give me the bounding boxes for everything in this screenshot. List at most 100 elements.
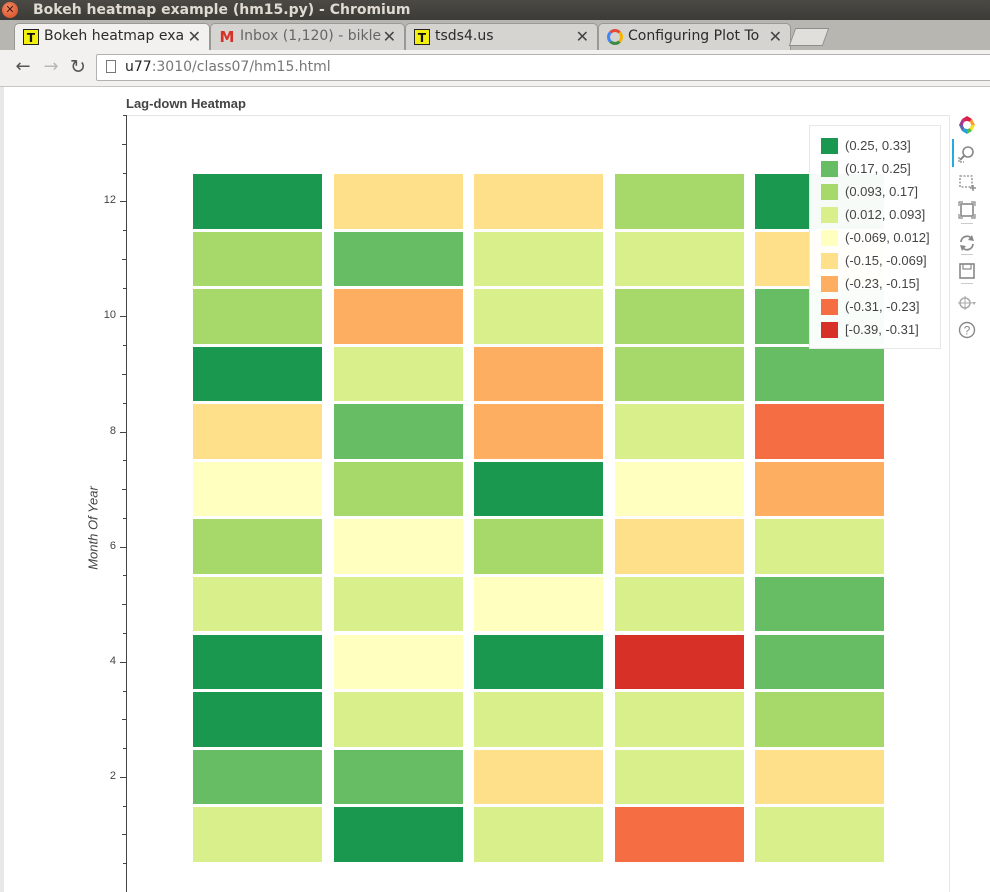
y-tick xyxy=(120,201,126,202)
y-tick xyxy=(122,144,126,145)
tab-label: Inbox (1,120) - bikle xyxy=(240,28,382,44)
tab-bokeh-heatmap[interactable]: T Bokeh heatmap exa ✕ xyxy=(14,23,210,51)
heatmap-cell xyxy=(755,346,884,402)
legend-swatch xyxy=(821,276,838,292)
legend-label: (-0.15, -0.069] xyxy=(845,253,927,268)
tab-close-icon[interactable]: ✕ xyxy=(382,27,396,46)
heatmap-cell xyxy=(193,807,322,862)
heatmap-cell xyxy=(193,346,322,402)
url-text[interactable]: u77:3010/class07/hm15.html xyxy=(125,59,331,75)
legend-label: (0.012, 0.093] xyxy=(845,207,926,222)
bokeh-docs-icon xyxy=(607,29,623,45)
legend-swatch xyxy=(821,230,838,246)
heatmap-cell xyxy=(615,634,744,690)
tab-close-icon[interactable]: ✕ xyxy=(768,27,782,46)
svg-text:?: ? xyxy=(964,324,971,338)
y-minor-tick xyxy=(123,518,126,519)
reload-icon[interactable]: ↻ xyxy=(70,56,86,78)
heatmap-cell xyxy=(474,749,603,805)
tsds-favicon-icon: T xyxy=(414,29,430,45)
legend-swatch xyxy=(821,207,838,223)
heatmap-cell xyxy=(474,289,603,344)
forward-arrow-icon[interactable]: → xyxy=(43,56,59,77)
y-axis-line xyxy=(126,115,127,892)
plot-title: Lag-down Heatmap xyxy=(126,96,246,111)
heatmap-cell xyxy=(615,174,744,229)
heatmap-cell xyxy=(474,461,603,517)
address-bar[interactable]: u77:3010/class07/hm15.html xyxy=(96,54,990,81)
legend-label: [-0.39, -0.31] xyxy=(845,322,919,337)
y-tick xyxy=(122,259,126,260)
heatmap-cell xyxy=(474,404,603,459)
heatmap-cell xyxy=(755,807,884,862)
tab-close-icon[interactable]: ✕ xyxy=(187,27,201,46)
tab-tsds4[interactable]: T tsds4.us ✕ xyxy=(405,23,598,50)
y-minor-tick xyxy=(123,403,126,404)
wheel-zoom-icon[interactable] xyxy=(957,144,977,164)
back-arrow-icon[interactable]: ← xyxy=(15,56,31,77)
save-icon[interactable] xyxy=(957,261,977,281)
heatmap-cell xyxy=(755,404,884,459)
heatmap-cell xyxy=(474,519,603,574)
heatmap-cell xyxy=(615,749,744,805)
y-minor-tick xyxy=(123,691,126,692)
tab-inbox[interactable]: M Inbox (1,120) - bikle ✕ xyxy=(210,23,405,50)
legend-swatch xyxy=(821,138,838,154)
y-tick xyxy=(120,547,126,548)
y-minor-tick xyxy=(123,806,126,807)
help-icon[interactable]: ? xyxy=(957,320,977,340)
heatmap-cell xyxy=(755,519,884,574)
y-tick xyxy=(120,662,126,663)
y-tick-label: 6 xyxy=(109,540,116,552)
heatmap-cell xyxy=(193,289,322,344)
y-tick xyxy=(122,489,126,490)
heatmap-cell xyxy=(334,231,463,287)
legend-label: (-0.23, -0.15] xyxy=(845,276,920,291)
heatmap-cell xyxy=(334,807,463,862)
box-select-icon[interactable] xyxy=(957,172,977,192)
heatmap-cell xyxy=(615,289,744,344)
bokeh-logo-icon[interactable] xyxy=(957,115,977,135)
heatmap-cell xyxy=(334,576,463,632)
heatmap-cell xyxy=(755,634,884,690)
tab-close-icon[interactable]: ✕ xyxy=(575,27,589,46)
y-tick-label: 2 xyxy=(109,770,116,782)
new-tab-button[interactable] xyxy=(788,28,830,46)
legend: (0.25, 0.33] (0.17, 0.25] (0.093, 0.17] (0.… xyxy=(809,125,941,349)
y-minor-tick xyxy=(123,345,126,346)
heatmap-cell xyxy=(755,692,884,747)
tab-strip: T Bokeh heatmap exa ✕ M Inbox (1,120) - … xyxy=(0,20,990,51)
heatmap-cell xyxy=(615,692,744,747)
y-tick xyxy=(120,432,126,433)
tsds-favicon-icon: T xyxy=(23,29,39,45)
y-minor-tick xyxy=(123,633,126,634)
hover-icon[interactable] xyxy=(957,293,977,313)
browser-toolbar: ← → ↻ u77:3010/class07/hm15.html xyxy=(0,50,990,87)
y-minor-tick xyxy=(123,748,126,749)
y-minor-tick xyxy=(123,288,126,289)
legend-label: (-0.31, -0.23] xyxy=(845,299,920,314)
heatmap-cell xyxy=(334,461,463,517)
reset-icon[interactable] xyxy=(957,233,977,253)
heatmap-cell xyxy=(193,749,322,805)
heatmap-cell xyxy=(474,807,603,862)
plot-frame xyxy=(127,115,950,892)
tab-label: Bokeh heatmap exa xyxy=(44,28,185,44)
tab-label: Configuring Plot To xyxy=(628,28,760,44)
heatmap-cell xyxy=(474,346,603,402)
y-minor-tick xyxy=(123,115,126,116)
legend-label: (-0.069, 0.012] xyxy=(845,230,930,245)
heatmap-cell xyxy=(615,461,744,517)
heatmap-cell xyxy=(334,749,463,805)
tab-configuring-plot-tools[interactable]: Configuring Plot To ✕ xyxy=(598,23,791,50)
heatmap-cell xyxy=(193,519,322,574)
y-minor-tick xyxy=(123,173,126,174)
window-close-icon[interactable]: ✕ xyxy=(2,2,18,18)
gmail-icon: M xyxy=(219,28,235,46)
y-tick xyxy=(122,719,126,720)
y-tick-label: 4 xyxy=(109,655,116,667)
page-left-edge xyxy=(0,87,4,892)
box-zoom-icon[interactable] xyxy=(957,200,977,220)
url-host: u77 xyxy=(125,59,152,75)
heatmap-cell xyxy=(755,749,884,805)
